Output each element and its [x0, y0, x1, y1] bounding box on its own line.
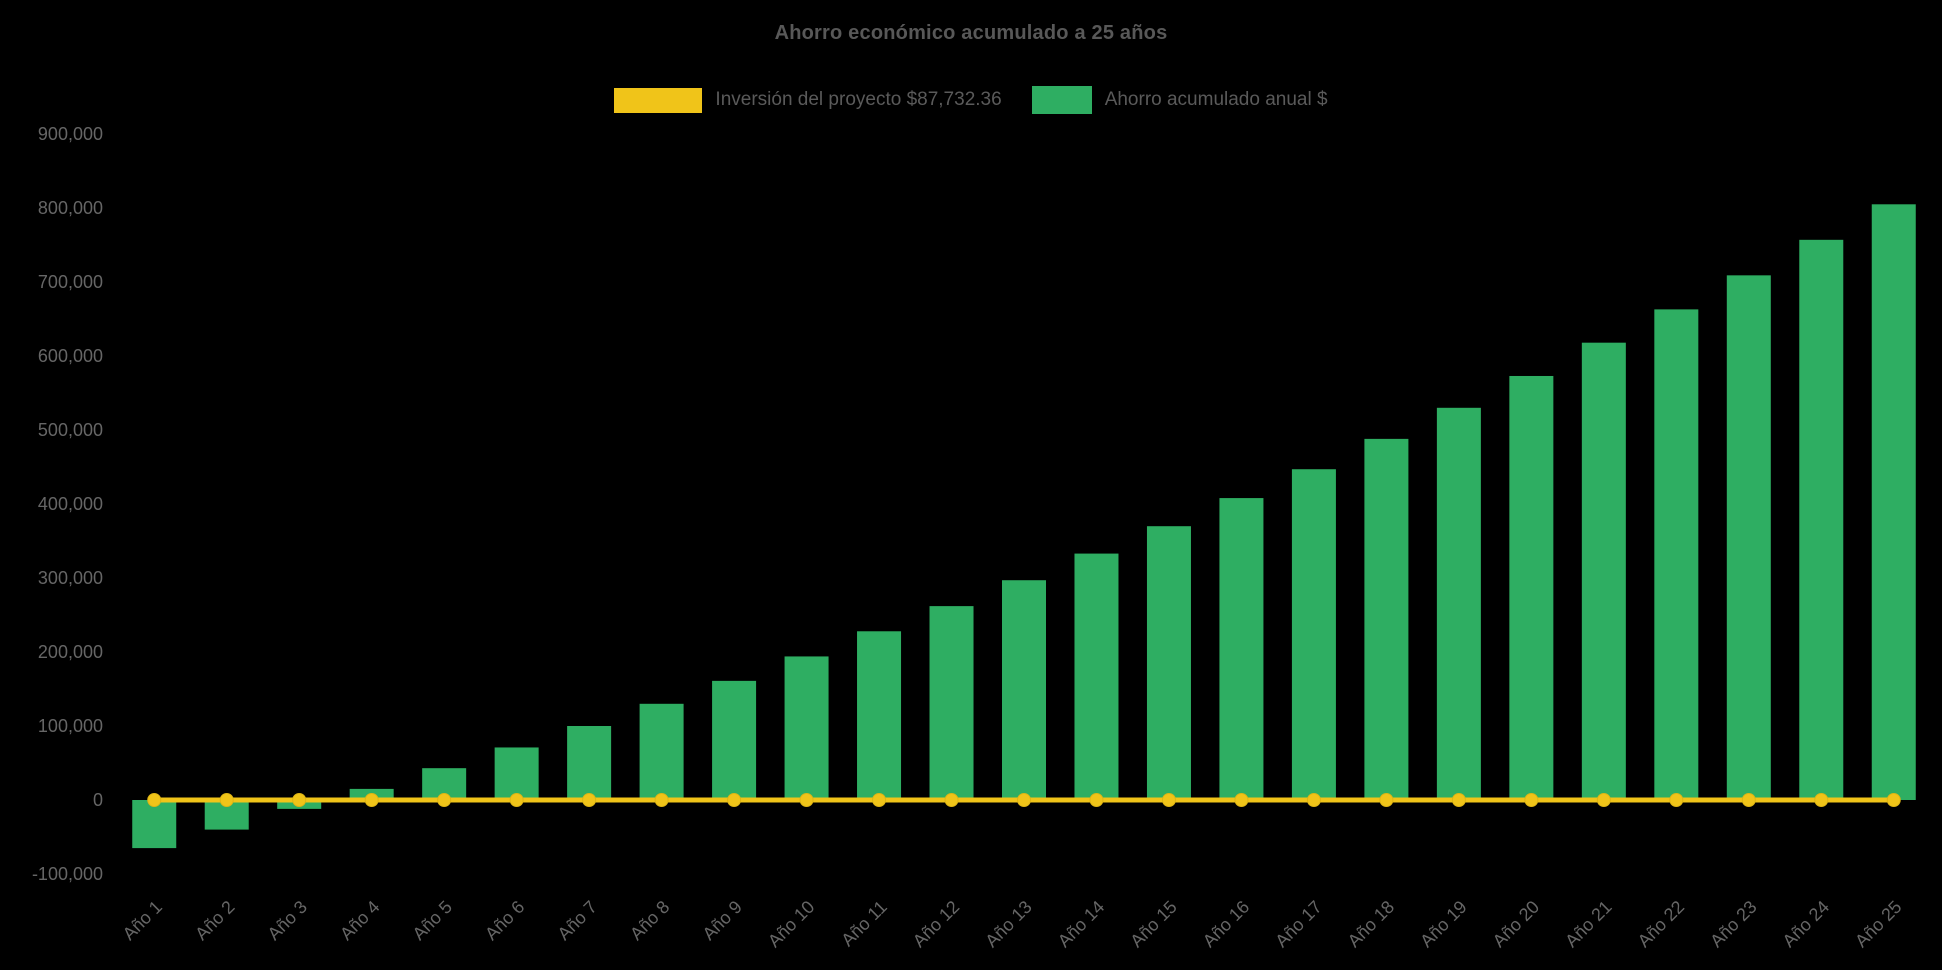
- x-axis-tick-label-ano-7: Año 7: [554, 897, 601, 944]
- bar-ano-23[interactable]: [1726, 275, 1771, 801]
- x-axis-tick-label-ano-4: Año 4: [336, 897, 383, 944]
- x-axis-tick-label-ano-3: Año 3: [264, 897, 311, 944]
- bar-ano-25[interactable]: [1871, 204, 1916, 801]
- x-axis-tick-label-ano-20: Año 20: [1489, 897, 1543, 951]
- line-marker-ano-10[interactable]: [799, 793, 814, 807]
- legend-swatch-bar-icon: [1031, 86, 1092, 114]
- x-axis-tick-label-ano-18: Año 18: [1344, 897, 1398, 951]
- line-marker-ano-24[interactable]: [1814, 793, 1829, 807]
- y-axis-tick-label: 800,000: [38, 198, 103, 218]
- x-axis-tick-label-ano-17: Año 17: [1271, 897, 1325, 951]
- y-axis-tick-label: 0: [93, 790, 103, 810]
- line-marker-ano-2[interactable]: [219, 793, 234, 807]
- line-marker-ano-19[interactable]: [1451, 793, 1466, 807]
- y-axis-tick-label: 300,000: [38, 568, 103, 588]
- line-marker-ano-5[interactable]: [437, 793, 452, 807]
- bar-ano-10[interactable]: [784, 656, 829, 800]
- bar-ano-21[interactable]: [1581, 342, 1626, 800]
- legend-label: Ahorro acumulado anual $: [1104, 89, 1328, 110]
- line-marker-ano-3[interactable]: [292, 793, 307, 807]
- bar-ano-24[interactable]: [1799, 239, 1844, 800]
- y-axis-tick-label: 100,000: [38, 716, 103, 736]
- y-axis-tick-label: 600,000: [38, 346, 103, 366]
- legend-swatch-line-icon: [614, 87, 703, 113]
- x-axis-tick-label-ano-2: Año 2: [191, 897, 238, 944]
- line-marker-ano-23[interactable]: [1741, 793, 1756, 807]
- x-axis-tick-label-ano-25: Año 25: [1851, 897, 1905, 951]
- chart-title: Ahorro económico acumulado a 25 años: [774, 22, 1168, 44]
- x-axis-tick-label-ano-9: Año 9: [698, 897, 745, 944]
- line-marker-ano-18[interactable]: [1379, 793, 1394, 807]
- x-axis-tick-label-ano-14: Año 14: [1054, 897, 1108, 951]
- line-marker-ano-16[interactable]: [1234, 793, 1249, 807]
- line-marker-ano-11[interactable]: [872, 793, 887, 807]
- y-axis-tick-label: -100,000: [32, 864, 103, 884]
- line-marker-ano-4[interactable]: [364, 793, 379, 807]
- line-marker-ano-13[interactable]: [1017, 793, 1031, 807]
- bar-ano-19[interactable]: [1436, 407, 1481, 800]
- x-axis-tick-label-ano-16: Año 16: [1199, 897, 1253, 951]
- bar-ano-18[interactable]: [1364, 438, 1409, 800]
- line-marker-ano-7[interactable]: [582, 793, 597, 807]
- bar-ano-22[interactable]: [1654, 309, 1699, 800]
- x-axis-tick-label-ano-21: Año 21: [1561, 897, 1615, 951]
- legend-label: Inversión del proyecto $87,732.36: [715, 89, 1002, 110]
- bar-ano-7[interactable]: [567, 726, 612, 800]
- y-axis-tick-label: 200,000: [38, 642, 103, 662]
- line-marker-ano-15[interactable]: [1161, 793, 1176, 807]
- legend-item-investment[interactable]: Inversión del proyecto $87,732.36: [614, 87, 1002, 113]
- x-axis-tick-label-ano-23: Año 23: [1706, 897, 1760, 951]
- line-marker-ano-22[interactable]: [1669, 793, 1684, 807]
- line-marker-ano-9[interactable]: [727, 793, 742, 807]
- x-axis-tick-label-ano-1: Año 1: [119, 897, 166, 944]
- bar-ano-17[interactable]: [1291, 469, 1336, 800]
- line-marker-ano-20[interactable]: [1524, 793, 1539, 807]
- x-axis-tick-label-ano-12: Año 12: [909, 897, 963, 951]
- line-marker-ano-6[interactable]: [509, 793, 524, 807]
- bar-ano-16[interactable]: [1219, 498, 1264, 800]
- line-marker-ano-12[interactable]: [944, 793, 959, 807]
- bar-ano-15[interactable]: [1146, 526, 1191, 800]
- bar-ano-9[interactable]: [712, 680, 757, 800]
- x-axis-tick-label-ano-24: Año 24: [1779, 897, 1833, 951]
- line-marker-ano-8[interactable]: [654, 793, 669, 807]
- bar-ano-8[interactable]: [639, 703, 684, 800]
- legend: Inversión del proyecto $87,732.36 Ahorro …: [0, 86, 1942, 114]
- x-axis-tick-label-ano-8: Año 8: [626, 897, 673, 944]
- bar-ano-14[interactable]: [1074, 553, 1119, 800]
- x-axis-tick-label-ano-19: Año 19: [1416, 897, 1470, 951]
- line-marker-ano-25[interactable]: [1886, 793, 1901, 807]
- x-axis-tick-label-ano-22: Año 22: [1634, 897, 1688, 951]
- x-axis-tick-label-ano-13: Año 13: [981, 897, 1035, 951]
- legend-item-savings[interactable]: Ahorro acumulado anual $: [1031, 86, 1328, 114]
- y-axis-tick-label: 900,000: [38, 124, 103, 144]
- bar-ano-12[interactable]: [929, 606, 974, 800]
- line-marker-ano-17[interactable]: [1306, 793, 1321, 807]
- bar-ano-11[interactable]: [857, 631, 902, 800]
- x-axis-tick-label-ano-15: Año 15: [1126, 897, 1180, 951]
- bar-ano-13[interactable]: [1002, 580, 1046, 800]
- line-marker-ano-1[interactable]: [147, 793, 162, 807]
- y-axis-tick-label: 700,000: [38, 272, 103, 292]
- line-marker-ano-14[interactable]: [1089, 793, 1104, 807]
- bar-ano-20[interactable]: [1509, 375, 1554, 800]
- bar-ano-6[interactable]: [494, 747, 539, 800]
- x-axis-tick-label-ano-11: Año 11: [837, 897, 891, 951]
- bar-ano-1[interactable]: [132, 800, 177, 849]
- x-axis-tick-label-ano-10: Año 10: [764, 897, 818, 951]
- y-axis-tick-label: 500,000: [38, 420, 103, 440]
- line-marker-ano-21[interactable]: [1596, 793, 1611, 807]
- y-axis-tick-label: 400,000: [38, 494, 103, 514]
- x-axis-tick-label-ano-5: Año 5: [409, 897, 456, 944]
- x-axis-tick-label-ano-6: Año 6: [481, 897, 528, 944]
